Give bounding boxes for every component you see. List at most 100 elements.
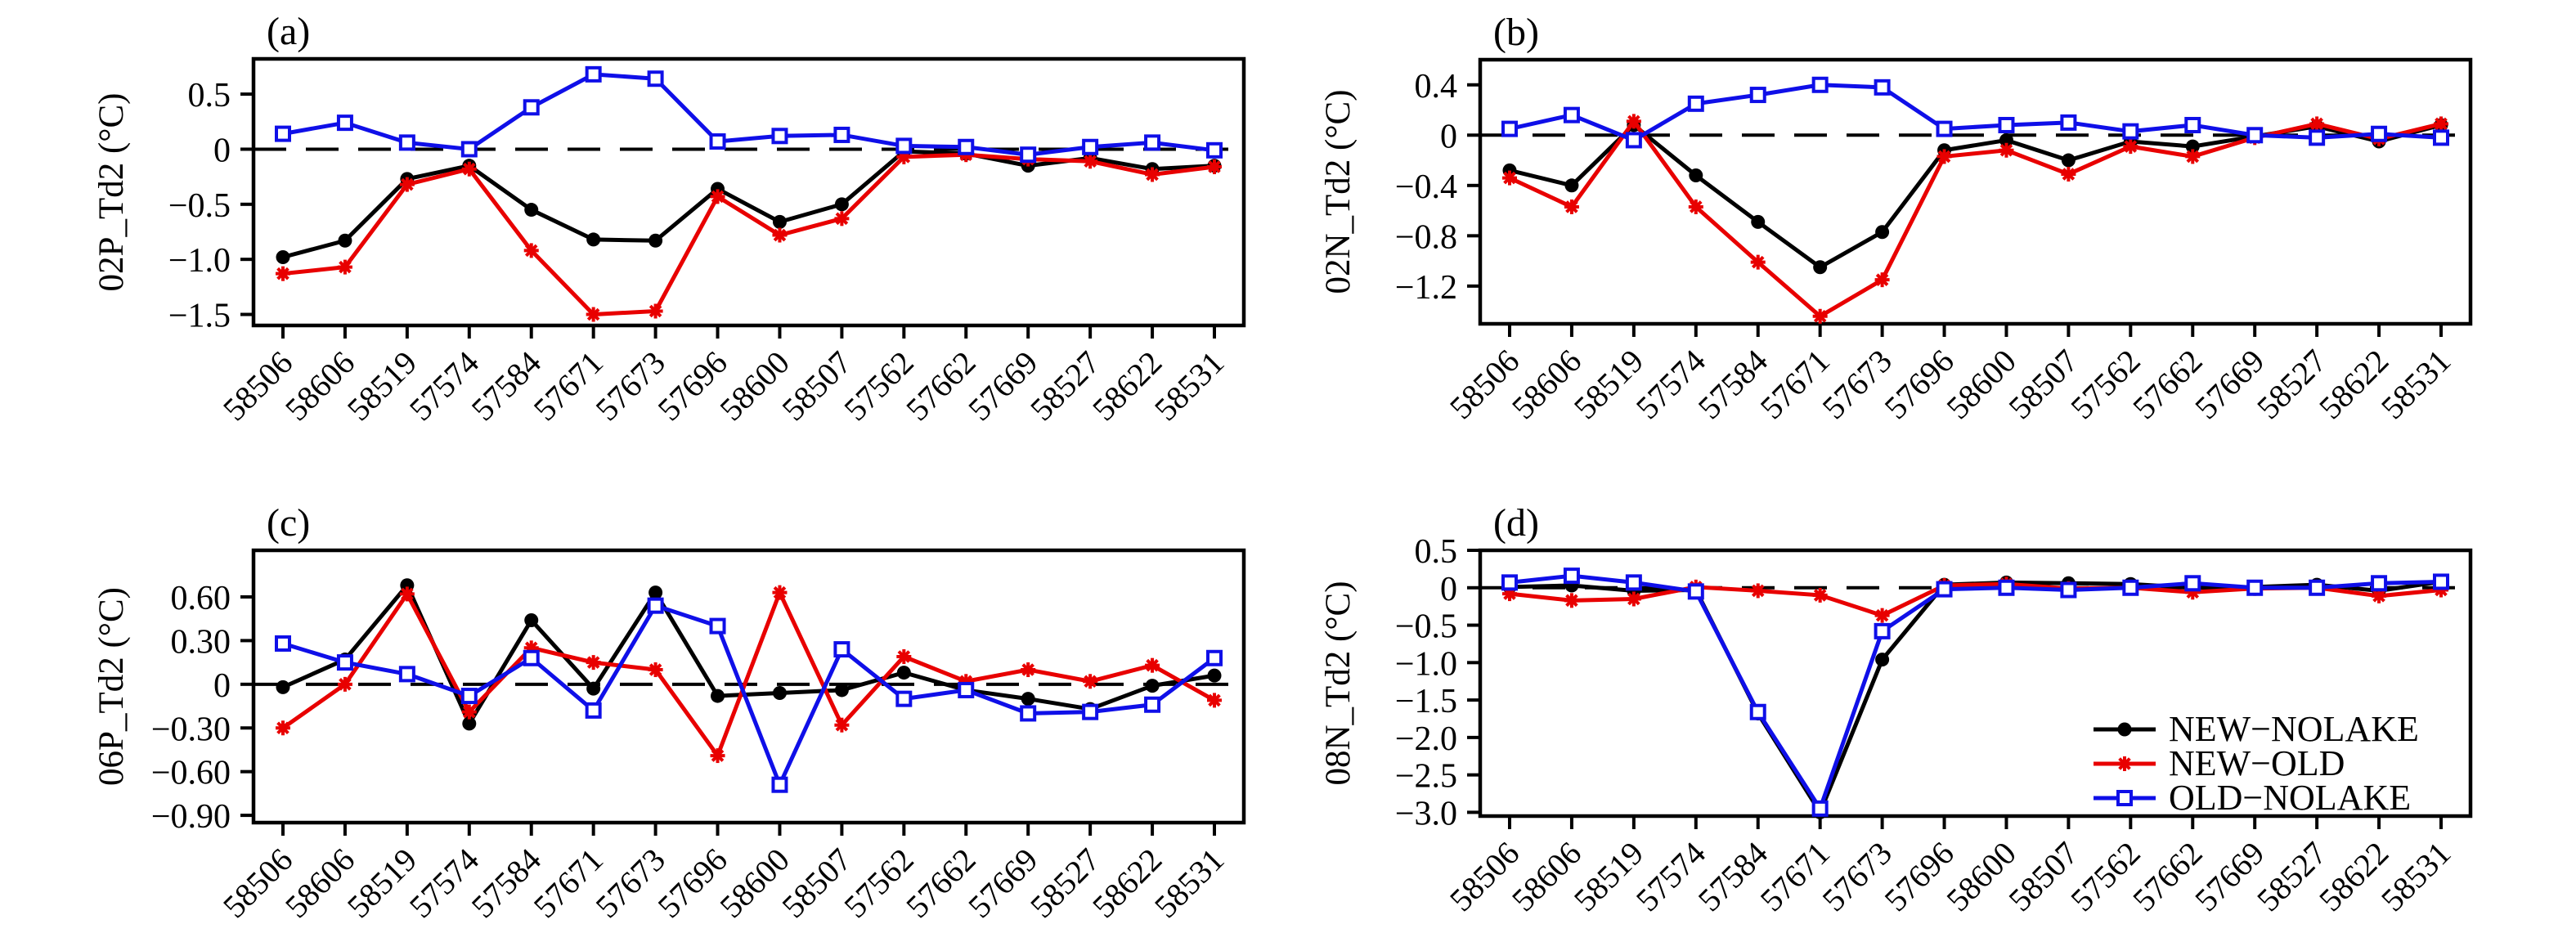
panel-letter: (b) bbox=[1493, 11, 1539, 54]
marker-square bbox=[1936, 120, 1953, 137]
x-tick-label: 57696 bbox=[1877, 343, 1961, 427]
series-new-old bbox=[276, 147, 1222, 322]
series-old-nolake bbox=[1501, 76, 2449, 149]
marker-square bbox=[1144, 134, 1161, 151]
marker-star bbox=[710, 189, 725, 204]
marker-square bbox=[958, 138, 975, 155]
plot-border bbox=[251, 548, 1246, 825]
x-tick-label: 57673 bbox=[1815, 835, 1899, 919]
marker-square bbox=[1144, 696, 1161, 713]
x-tick-label: 58531 bbox=[2374, 343, 2458, 427]
x-tick-label: 58506 bbox=[1443, 343, 1527, 427]
x-tick-label: 58622 bbox=[2312, 343, 2396, 427]
x-tick-label: 57574 bbox=[402, 344, 487, 428]
plot-border bbox=[1478, 548, 2473, 819]
x-tick-label: 58527 bbox=[2250, 343, 2334, 427]
x-tick-label: 57696 bbox=[650, 344, 734, 428]
x-tick-label: 57562 bbox=[837, 841, 921, 926]
marker-square bbox=[398, 134, 415, 151]
marker-square bbox=[1874, 622, 1891, 639]
x-tick-label: 57584 bbox=[1691, 343, 1775, 427]
x-tick-label: 58507 bbox=[2001, 343, 2085, 427]
marker-star bbox=[1145, 167, 1160, 182]
marker-star bbox=[337, 676, 352, 692]
series-old-nolake bbox=[275, 65, 1223, 164]
marker-star bbox=[586, 655, 601, 671]
plot-border bbox=[251, 56, 1246, 328]
marker-circle bbox=[834, 197, 849, 212]
marker-circle bbox=[524, 612, 539, 627]
marker-square bbox=[771, 776, 788, 793]
marker-square bbox=[275, 125, 291, 142]
x-tick-label: 58527 bbox=[1023, 344, 1107, 428]
series-line bbox=[1509, 83, 2442, 143]
x-tick-label: 58506 bbox=[216, 344, 300, 428]
legend-entry: NEW−OLD bbox=[2094, 743, 2345, 783]
marker-square bbox=[1811, 800, 1829, 817]
series-markers bbox=[275, 597, 1223, 793]
x-tick-label: 58507 bbox=[2001, 835, 2085, 919]
marker-star bbox=[1564, 593, 1579, 608]
marker-star bbox=[1626, 591, 1641, 607]
marker-circle bbox=[1207, 668, 1222, 683]
marker-circle bbox=[711, 689, 725, 703]
series-line bbox=[1509, 573, 2442, 814]
marker-square bbox=[2184, 116, 2201, 133]
marker-square bbox=[336, 654, 353, 671]
marker-star bbox=[648, 662, 663, 678]
y-tick-label: −0.30 bbox=[151, 711, 231, 748]
marker-circle bbox=[586, 681, 601, 696]
y-tick-label: −0.8 bbox=[1395, 218, 1457, 256]
marker-star bbox=[1750, 583, 1766, 599]
marker-circle bbox=[1751, 214, 1766, 229]
marker-square bbox=[1082, 138, 1099, 155]
marker-square bbox=[1874, 78, 1891, 96]
marker-star bbox=[2309, 116, 2325, 132]
marker-square bbox=[585, 702, 602, 719]
panel-b: (b)02N_Td2 (°C)0.40−0.4−0.8−1.2585065860… bbox=[1319, 11, 2473, 427]
x-tick-label: 57662 bbox=[2125, 835, 2210, 919]
marker-square bbox=[895, 690, 913, 707]
y-tick-label: −1.0 bbox=[1395, 645, 1457, 683]
series-line bbox=[282, 149, 1215, 259]
marker-star bbox=[1207, 693, 1222, 708]
y-tick-label: 0.4 bbox=[1415, 68, 1458, 105]
series-line bbox=[282, 72, 1215, 157]
x-tick-label: 58506 bbox=[216, 841, 300, 926]
y-tick-label: −3.0 bbox=[1395, 795, 1457, 832]
marker-square bbox=[2246, 127, 2264, 144]
marker-square bbox=[833, 126, 850, 143]
marker-square bbox=[1625, 574, 1642, 591]
marker-circle bbox=[834, 683, 849, 698]
x-tick-label: 58506 bbox=[1443, 835, 1527, 919]
x-tick-label: 57671 bbox=[527, 344, 611, 428]
marker-star bbox=[834, 211, 850, 227]
marker-star bbox=[648, 303, 663, 319]
x-tick-label: 58531 bbox=[1147, 841, 1232, 926]
marker-square bbox=[647, 597, 664, 614]
marker-star bbox=[834, 717, 850, 733]
marker-square bbox=[1020, 705, 1037, 722]
marker-square bbox=[1749, 703, 1766, 720]
marker-star bbox=[896, 648, 912, 664]
marker-circle bbox=[276, 249, 290, 264]
x-tick-label: 58531 bbox=[1147, 344, 1232, 428]
x-tick-label: 58519 bbox=[340, 841, 424, 926]
series-new-old bbox=[276, 585, 1222, 764]
x-axis-ticks: 5850658606585195757457584576715767357696… bbox=[216, 823, 1232, 926]
marker-square bbox=[709, 133, 726, 150]
series-old-nolake bbox=[1501, 567, 2449, 817]
x-tick-label: 57662 bbox=[899, 344, 983, 428]
y-tick-label: −1.0 bbox=[168, 242, 231, 280]
x-tick-label: 57696 bbox=[1877, 835, 1961, 919]
marker-square bbox=[1563, 106, 1580, 123]
y-tick-label: −1.5 bbox=[168, 298, 231, 335]
marker-circle bbox=[276, 680, 290, 694]
marker-circle bbox=[1813, 260, 1828, 275]
marker-square bbox=[1687, 583, 1704, 600]
series-line bbox=[1508, 118, 2442, 319]
x-tick-label: 57671 bbox=[1753, 835, 1838, 919]
marker-square bbox=[1563, 567, 1580, 585]
y-tick-label: −2.5 bbox=[1395, 758, 1457, 796]
marker-star bbox=[1021, 662, 1036, 678]
